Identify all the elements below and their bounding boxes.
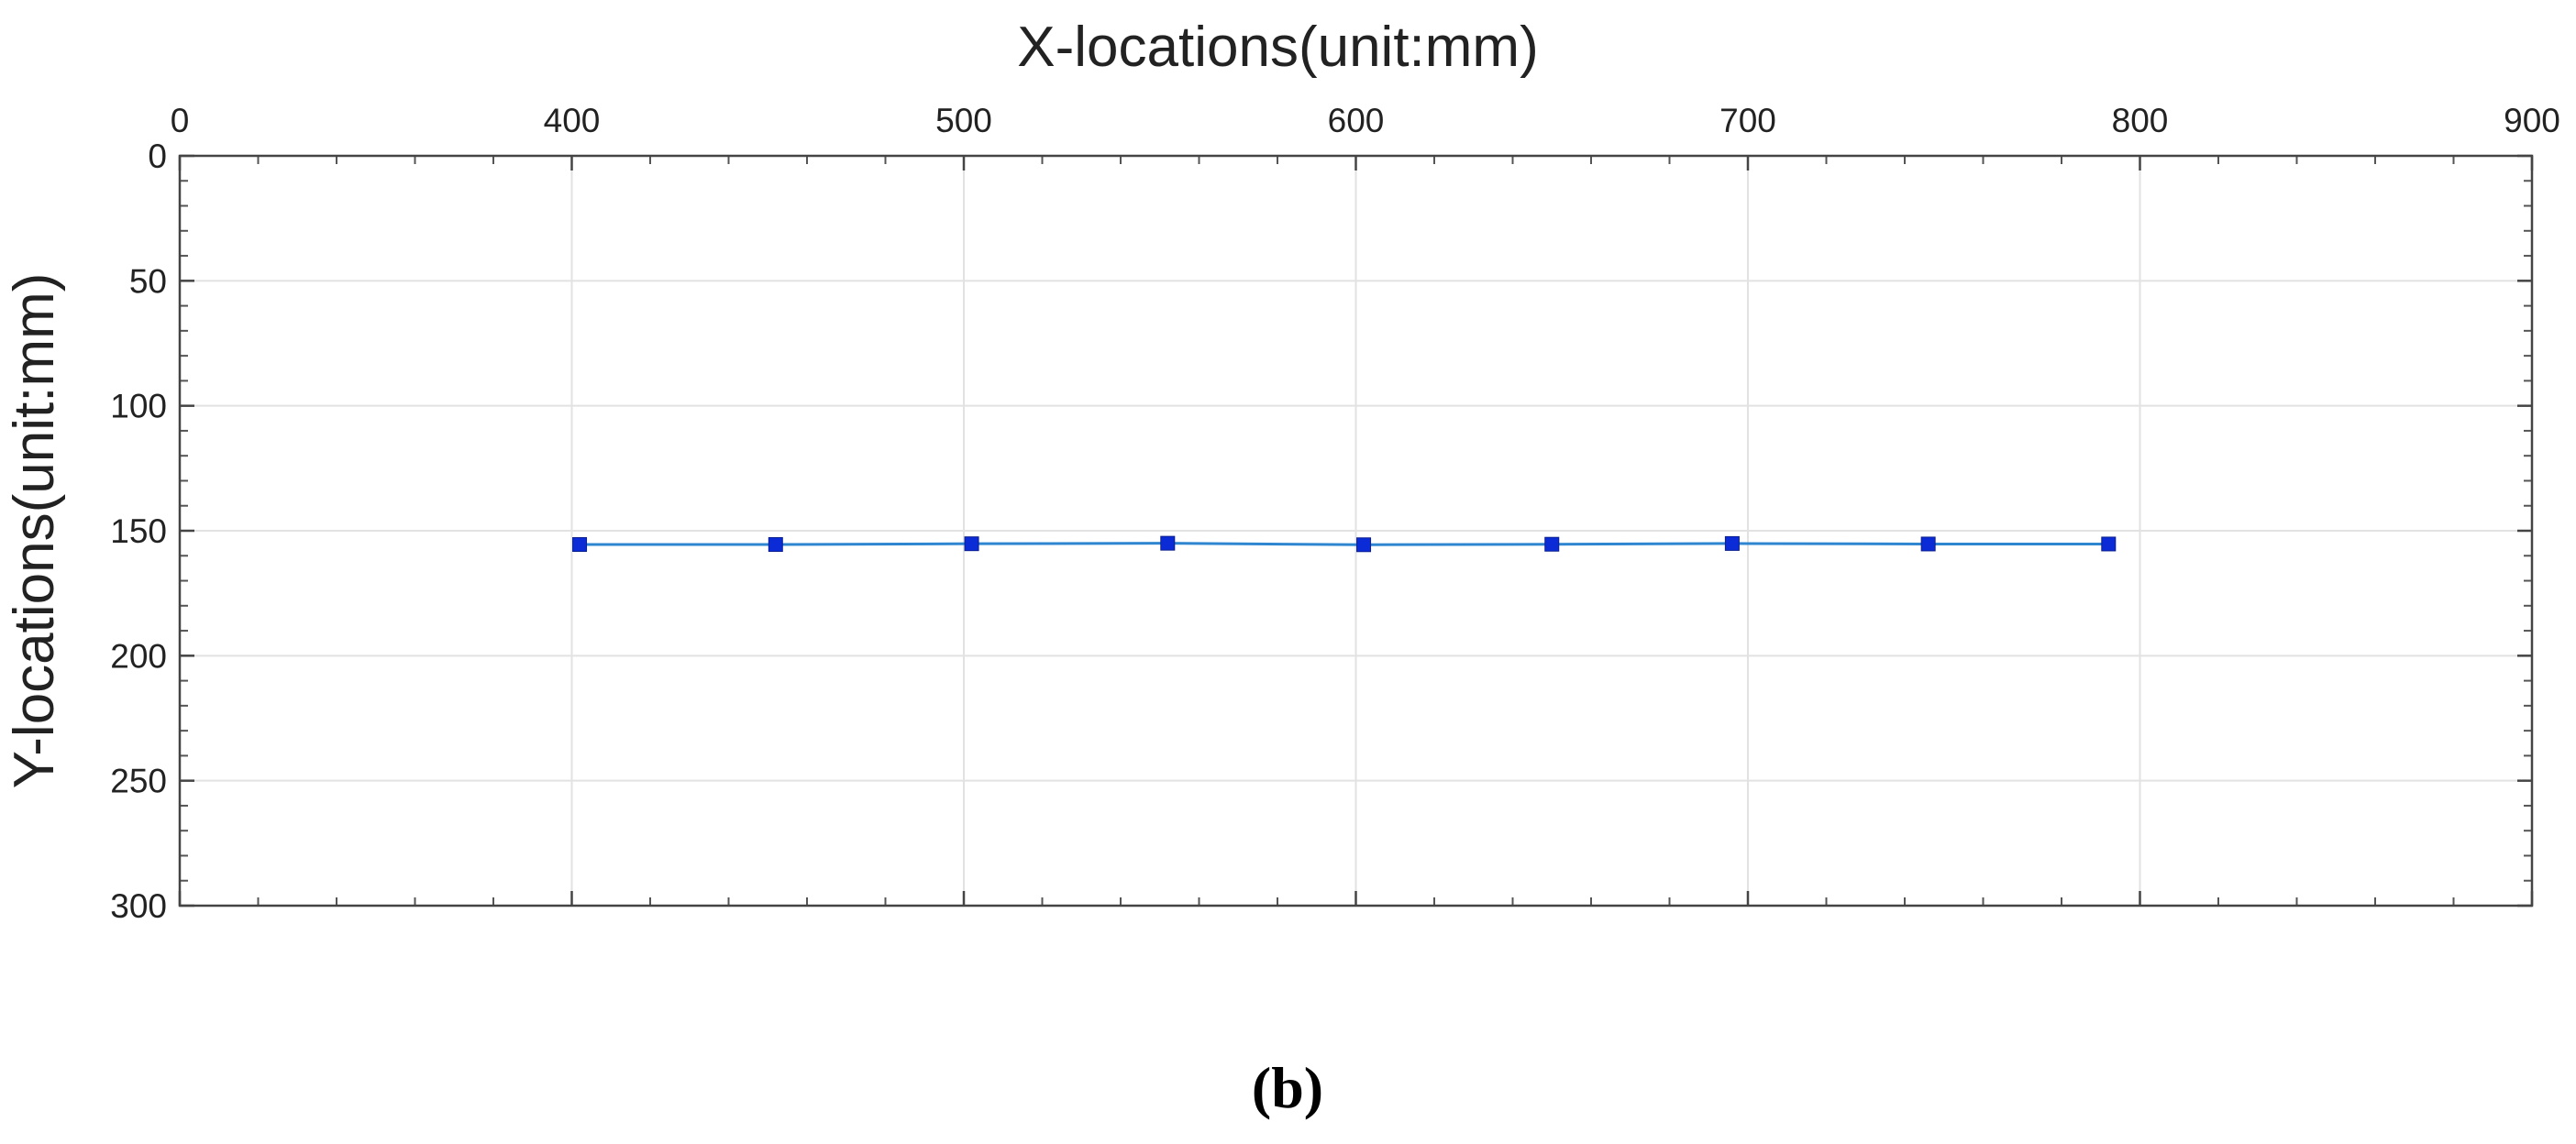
y-tick-label: 300 bbox=[110, 887, 167, 925]
panel-label: (b) bbox=[1252, 1055, 1323, 1120]
y-tick-label: 150 bbox=[110, 512, 167, 550]
y-tick-label: 200 bbox=[110, 637, 167, 675]
data-point-marker bbox=[768, 536, 783, 552]
y-axis-title: Y-locations(unit:mm) bbox=[3, 273, 66, 789]
x-tick-label: 500 bbox=[935, 102, 992, 139]
x-axis-title: X-locations(unit:mm) bbox=[1017, 16, 1538, 79]
data-point-marker bbox=[1920, 536, 1936, 552]
y-tick-label: 250 bbox=[110, 763, 167, 800]
x-tick-label: 800 bbox=[2112, 102, 2169, 139]
data-point-marker bbox=[1356, 537, 1372, 553]
x-tick-labels: 0 400 500 600 700 800 900 bbox=[171, 102, 2560, 139]
plot-area-frame bbox=[178, 154, 2534, 908]
y-tick-label: 50 bbox=[129, 262, 167, 300]
y-tick-label: 100 bbox=[110, 388, 167, 425]
data-point-marker bbox=[2101, 536, 2117, 552]
grid bbox=[180, 156, 2532, 906]
y-tick-labels: 0 50 100 150 200 250 300 bbox=[110, 138, 167, 925]
data-point-marker bbox=[964, 536, 979, 552]
series bbox=[572, 535, 2117, 553]
x-tick-label: 900 bbox=[2504, 102, 2560, 139]
y-tick-label: 0 bbox=[148, 138, 167, 175]
x-tick-label: 700 bbox=[1719, 102, 1776, 139]
x-tick-label: 400 bbox=[544, 102, 601, 139]
data-point-marker bbox=[1544, 536, 1560, 552]
series-line bbox=[580, 542, 2109, 546]
data-point-marker bbox=[1160, 535, 1176, 551]
data-point-marker bbox=[572, 536, 588, 552]
data-point-marker bbox=[1724, 535, 1740, 551]
x-tick-label: 0 bbox=[171, 102, 190, 139]
x-tick-label: 600 bbox=[1328, 102, 1385, 139]
axis-ticks bbox=[178, 154, 2534, 908]
